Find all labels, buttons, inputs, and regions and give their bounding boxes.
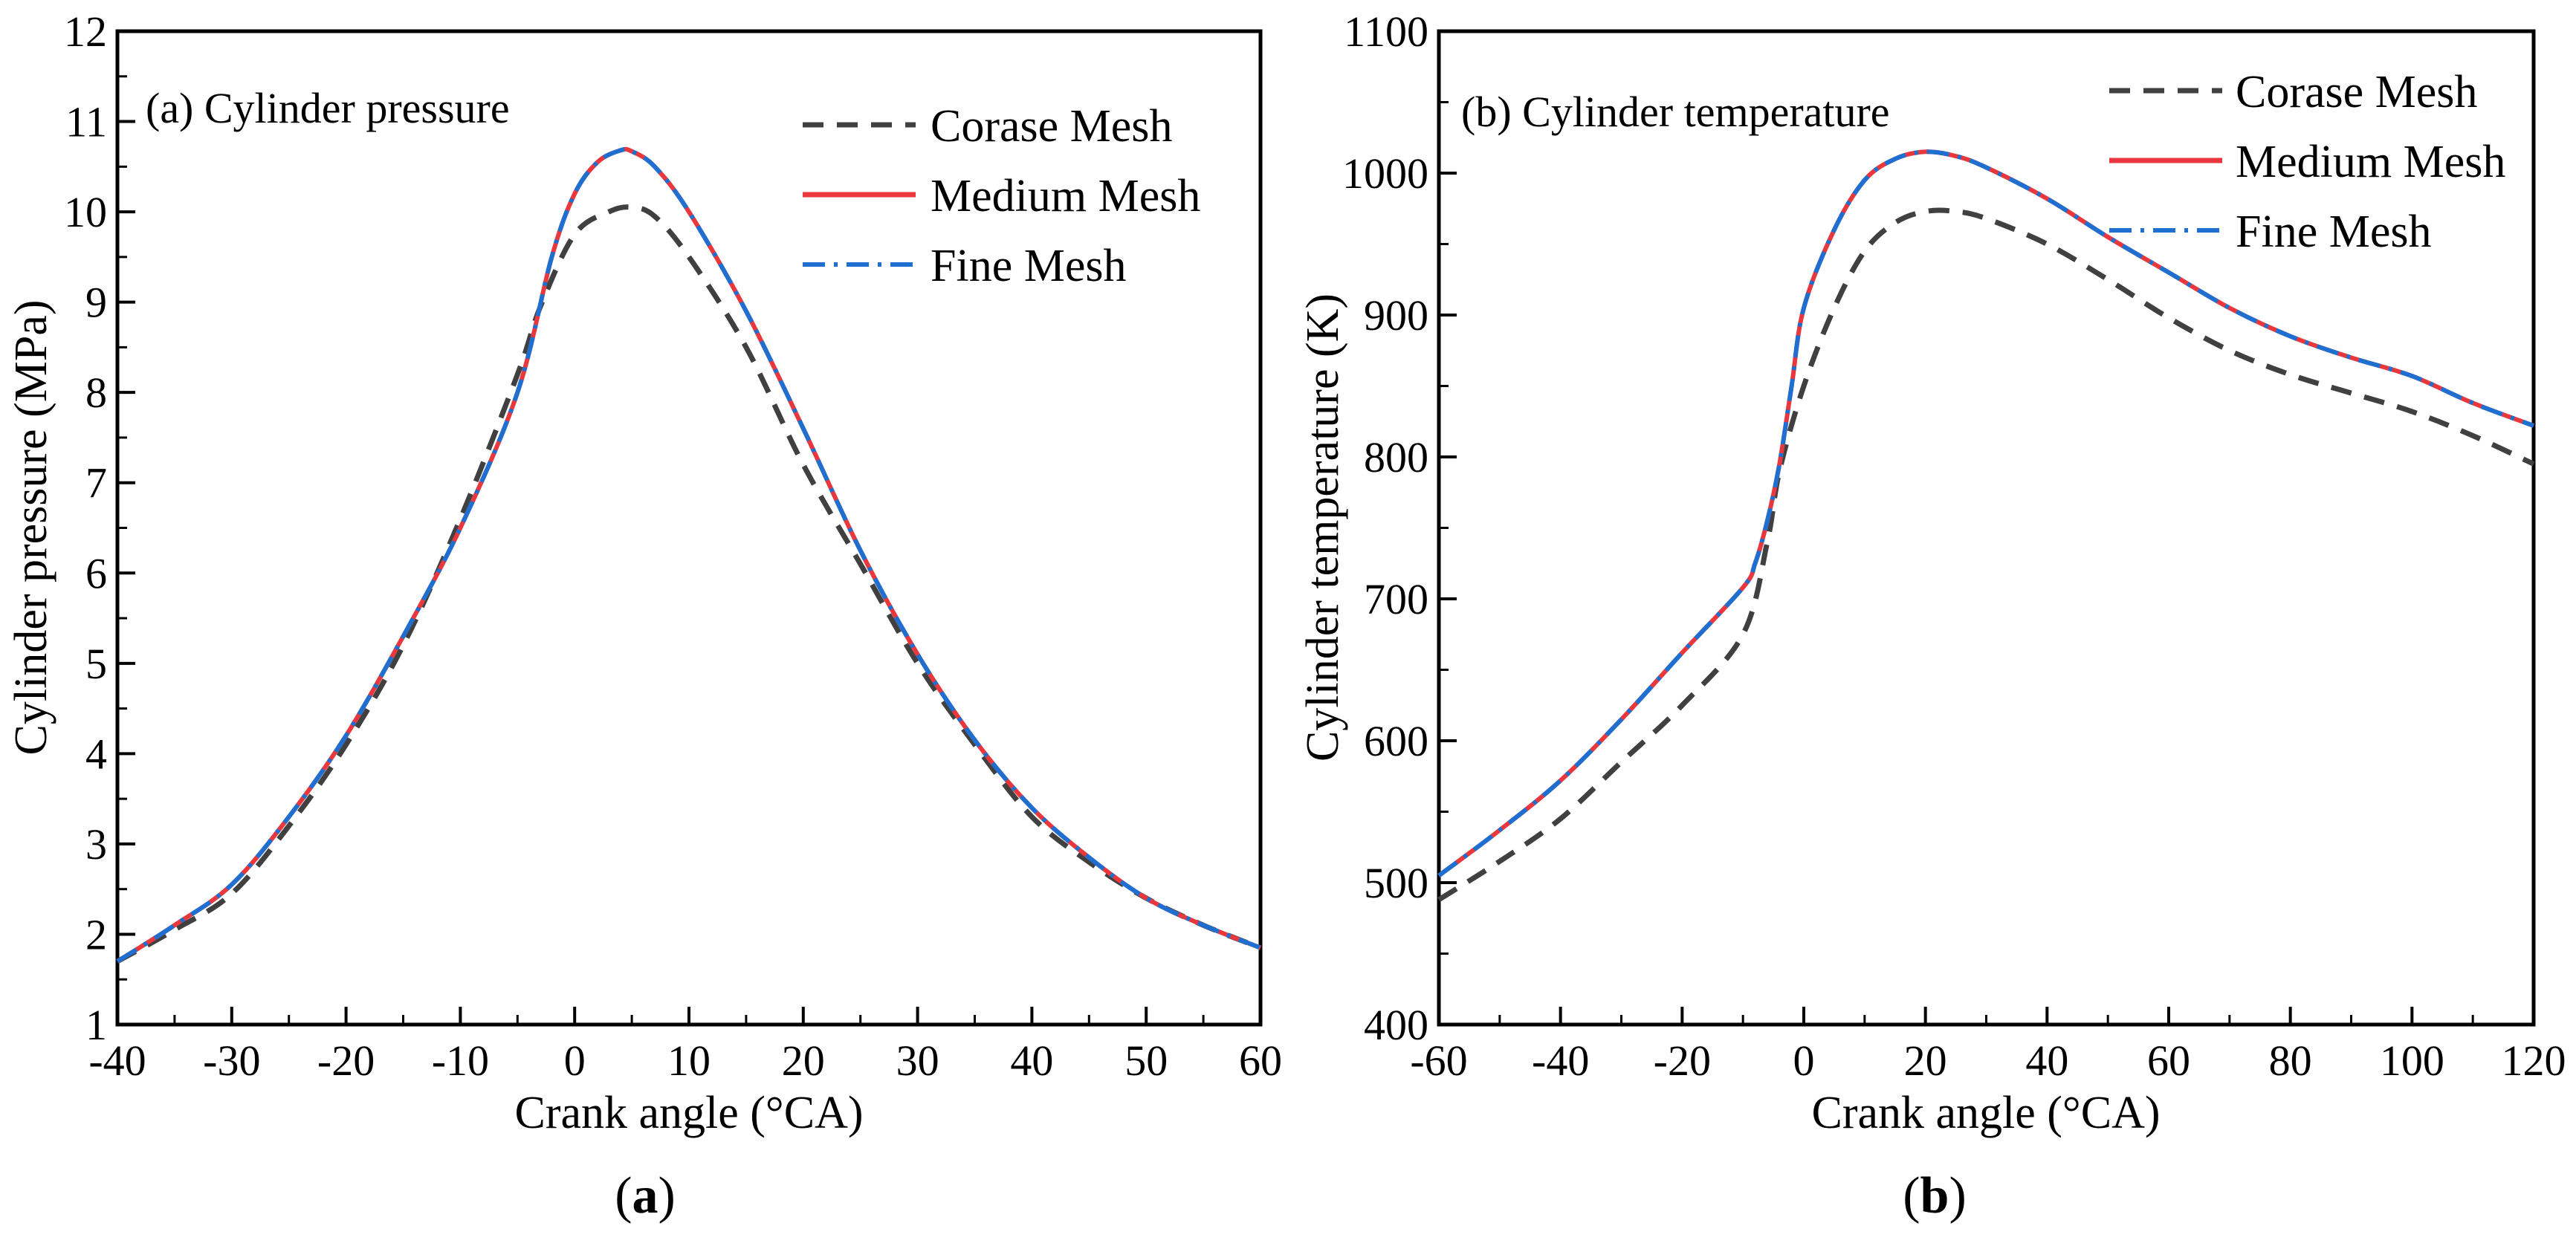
legend-label-medium-b: Medium Mesh	[2236, 137, 2505, 187]
y-ticks-b: 400 500 600 700 800 900 1000 1100	[1342, 7, 1457, 1049]
y-tick-label: 5	[85, 640, 107, 688]
y-tick-label: 2	[85, 910, 107, 958]
x-tick-label: 40	[1010, 1036, 1053, 1085]
y-tick-label: 11	[65, 98, 107, 146]
y-tick-label: 6	[85, 549, 107, 597]
panel-title-b: (b) Cylinder temperature	[1461, 88, 1890, 136]
plot-frame-b	[1437, 29, 2536, 1027]
legend-label-fine-b: Fine Mesh	[2236, 207, 2432, 257]
y-tick-label: 9	[85, 279, 107, 327]
y-tick-label: 10	[64, 188, 107, 236]
x-tick-label: 0	[1793, 1036, 1815, 1085]
x-tick-label: 0	[564, 1036, 586, 1085]
chart-panel-b: 400 500 600 700 800 900 1000 1100 -60 -40 -20 0 20 4…	[1298, 7, 2566, 1224]
series-lines-a	[116, 146, 1262, 964]
x-ticks-a: -40 -30 -20 -10 0 10 20 30 40 50 60	[88, 1007, 1282, 1085]
x-tick-label: 60	[1239, 1036, 1282, 1085]
x-tick-label: -20	[317, 1036, 375, 1085]
subfigure-caption-a-letter: a	[632, 1167, 658, 1224]
x-tick-label: -20	[1654, 1036, 1711, 1085]
legend-b: Corase Mesh Medium Mesh Fine Mesh	[2109, 67, 2505, 257]
panel-title-a: (a) Cylinder pressure	[146, 84, 510, 132]
subfigure-caption-b-letter: b	[1920, 1167, 1949, 1224]
y-tick-label: 4	[85, 730, 107, 778]
y-tick-label: 700	[1364, 575, 1428, 623]
y-tick-label: 12	[64, 7, 107, 56]
y-tick-label: 3	[85, 820, 107, 869]
legend-label-corase-b: Corase Mesh	[2236, 67, 2477, 117]
x-tick-label: 30	[896, 1036, 939, 1085]
y-axis-title-b: Cylinder temperature (K)	[1298, 293, 1348, 762]
x-tick-label: 40	[2025, 1036, 2068, 1085]
x-tick-label: -10	[432, 1036, 489, 1085]
y-tick-label: 900	[1364, 291, 1428, 340]
x-tick-label: 60	[2147, 1036, 2190, 1085]
x-axis-title-a: Crank angle (°CA)	[515, 1088, 864, 1138]
legend-label-corase-a: Corase Mesh	[931, 101, 1172, 152]
legend-a: Corase Mesh Medium Mesh Fine Mesh	[803, 101, 1200, 291]
y-tick-label: 1000	[1342, 149, 1428, 198]
series-line-fine-mesh	[116, 146, 1262, 964]
legend-label-fine-a: Fine Mesh	[931, 241, 1127, 291]
x-axis-title-b: Crank angle (°CA)	[1812, 1088, 2161, 1138]
y-tick-label: 8	[85, 369, 107, 417]
x-tick-label: 100	[2380, 1036, 2444, 1085]
y-tick-label: 400	[1364, 1001, 1428, 1049]
x-tick-label: 50	[1124, 1036, 1168, 1085]
x-tick-label: -40	[88, 1036, 146, 1085]
y-tick-label: 7	[85, 459, 107, 507]
plot-frame-a	[115, 29, 1263, 1027]
x-tick-label: -40	[1532, 1036, 1589, 1085]
series-line-corase-mesh	[1437, 207, 2535, 902]
x-tick-label: 20	[1904, 1036, 1947, 1085]
x-tick-label: 120	[2502, 1036, 2566, 1085]
series-line-fine-mesh	[1437, 149, 2535, 877]
series-line-corase-mesh	[116, 204, 1262, 964]
y-tick-label: 800	[1364, 433, 1428, 481]
series-lines-b	[1437, 149, 2535, 902]
subfigure-caption-b: (b)	[1903, 1167, 1967, 1224]
y-axis-title-a: Cylinder pressure (MPa)	[6, 300, 56, 756]
x-tick-label: 80	[2269, 1036, 2312, 1085]
x-tick-label: 20	[782, 1036, 825, 1085]
x-ticks-b: -60 -40 -20 0 20 40 60 80 100 120	[1410, 1007, 2566, 1085]
x-tick-label: 10	[667, 1036, 711, 1085]
y-tick-label: 1100	[1344, 7, 1428, 56]
subfigure-caption-a: (a)	[615, 1167, 676, 1224]
y-tick-label: 500	[1364, 859, 1428, 907]
x-tick-label: -60	[1410, 1036, 1467, 1085]
x-tick-label: -30	[203, 1036, 260, 1085]
y-tick-label: 1	[85, 1001, 107, 1049]
y-tick-label: 600	[1364, 717, 1428, 765]
legend-label-medium-a: Medium Mesh	[931, 171, 1200, 221]
